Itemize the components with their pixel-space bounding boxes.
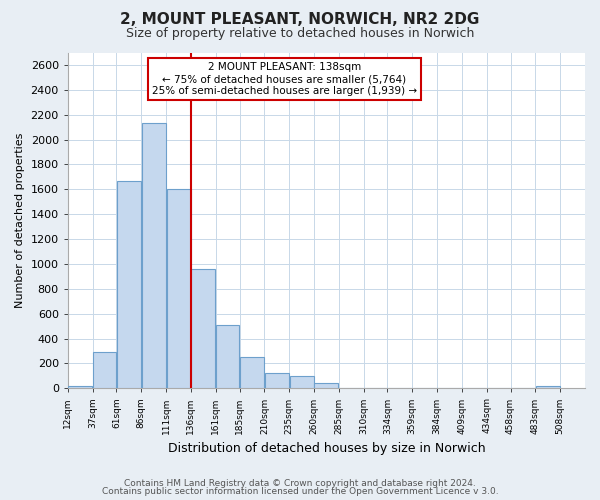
- Y-axis label: Number of detached properties: Number of detached properties: [15, 132, 25, 308]
- Bar: [117, 181, 141, 388]
- Bar: [68, 386, 92, 388]
- X-axis label: Distribution of detached houses by size in Norwich: Distribution of detached houses by size …: [167, 442, 485, 455]
- Bar: [93, 352, 116, 389]
- Bar: [536, 386, 560, 388]
- Bar: [167, 190, 191, 388]
- Bar: [191, 269, 215, 388]
- Bar: [240, 356, 264, 388]
- Text: Contains HM Land Registry data © Crown copyright and database right 2024.: Contains HM Land Registry data © Crown c…: [124, 478, 476, 488]
- Bar: [265, 374, 289, 388]
- Bar: [290, 376, 314, 388]
- Text: 2, MOUNT PLEASANT, NORWICH, NR2 2DG: 2, MOUNT PLEASANT, NORWICH, NR2 2DG: [121, 12, 479, 28]
- Bar: [314, 384, 338, 388]
- Text: Size of property relative to detached houses in Norwich: Size of property relative to detached ho…: [126, 28, 474, 40]
- Bar: [216, 326, 239, 388]
- Text: Contains public sector information licensed under the Open Government Licence v : Contains public sector information licen…: [101, 488, 499, 496]
- Text: 2 MOUNT PLEASANT: 138sqm
← 75% of detached houses are smaller (5,764)
25% of sem: 2 MOUNT PLEASANT: 138sqm ← 75% of detach…: [152, 62, 417, 96]
- Bar: [142, 124, 166, 388]
